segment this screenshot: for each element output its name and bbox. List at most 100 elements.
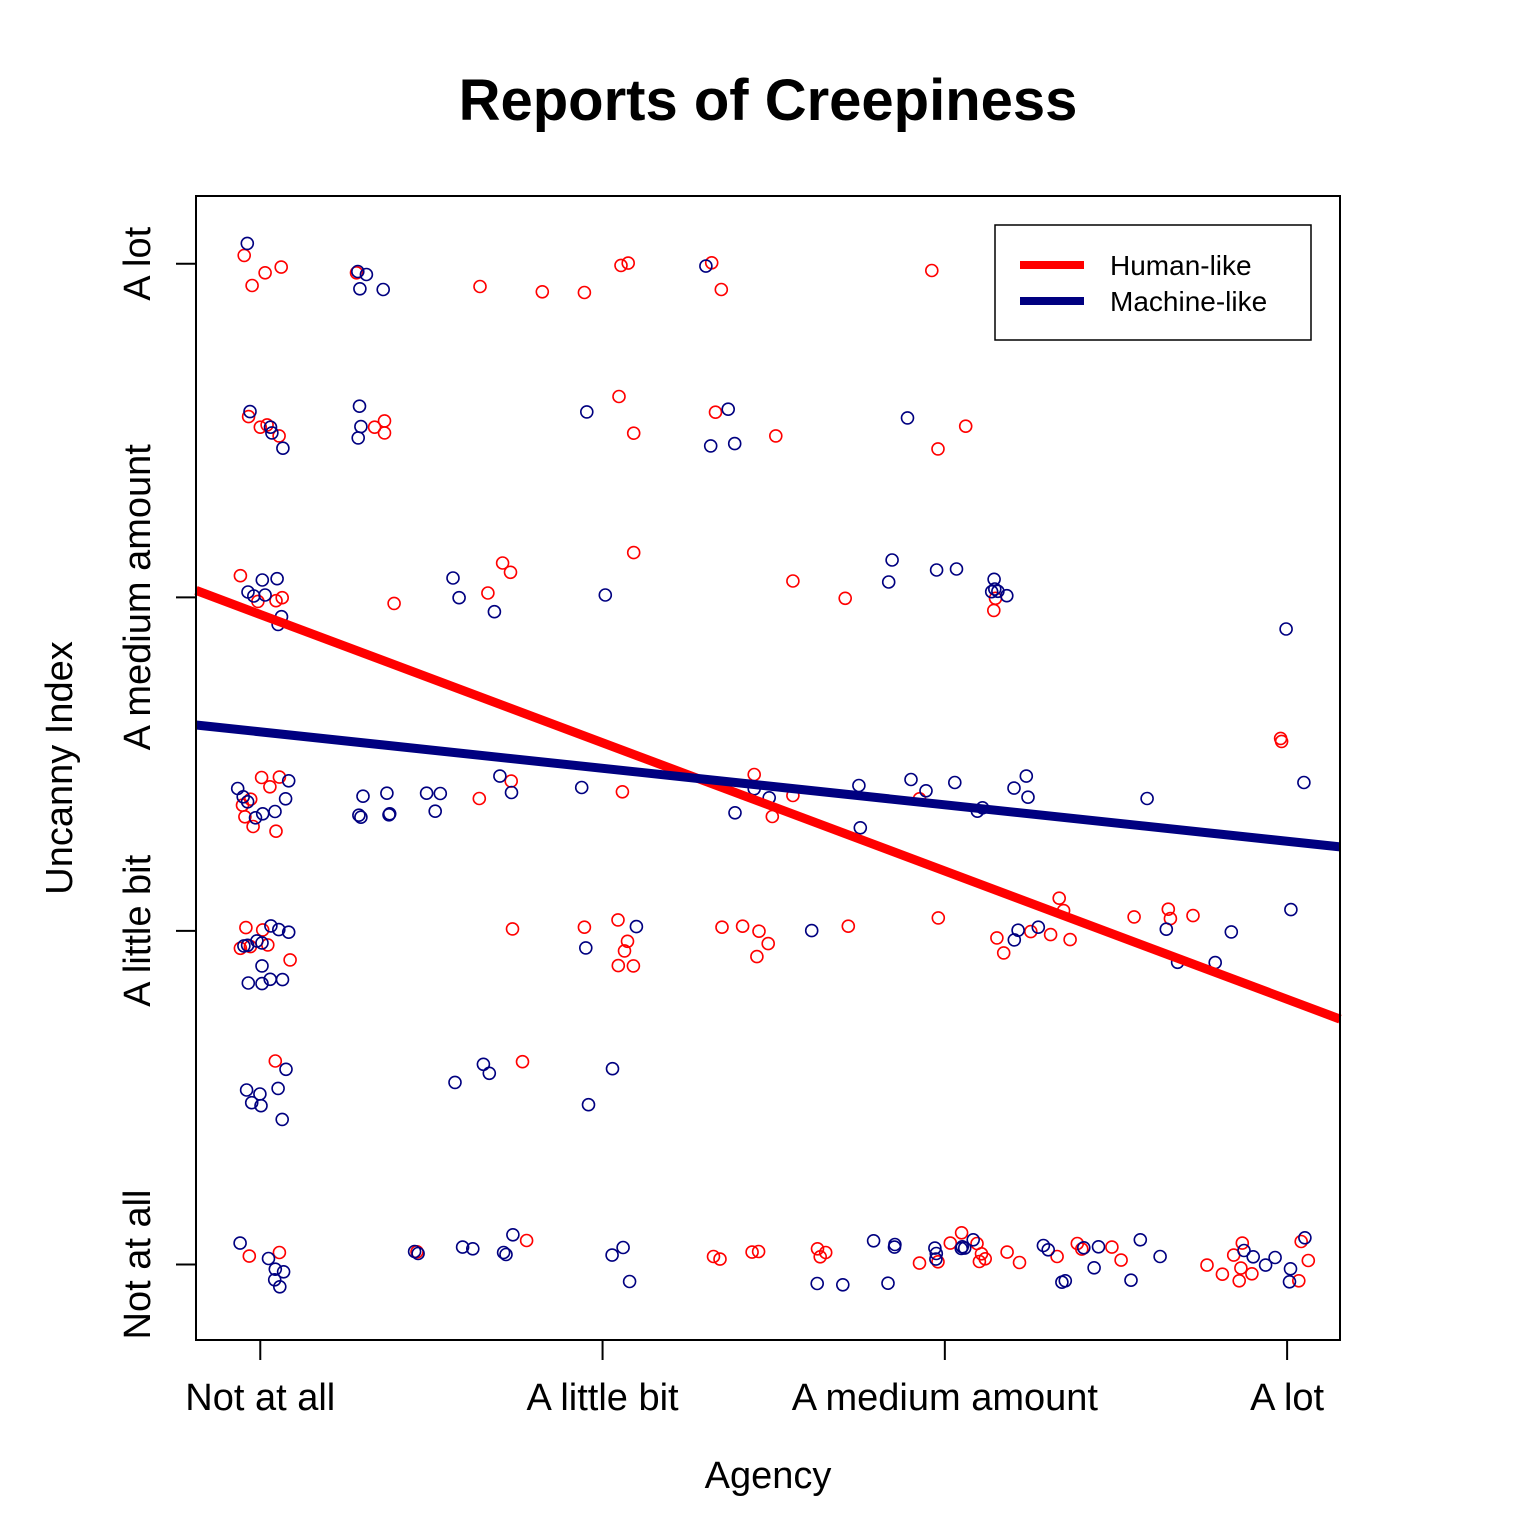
- point-human-like-99: [1024, 924, 1038, 939]
- point-machine-like-23: [240, 794, 255, 809]
- point-human-like-24: [239, 920, 253, 935]
- point-human-like-117: [1232, 1274, 1246, 1288]
- point-machine-like-62: [433, 786, 448, 801]
- point-human-like-53: [611, 958, 626, 973]
- point-human-like-40: [504, 774, 519, 788]
- point-machine-like-12: [255, 573, 270, 587]
- point-machine-like-68: [476, 1057, 491, 1072]
- point-human-like-69: [750, 949, 764, 964]
- legend-box: [994, 224, 1312, 341]
- point-machine-like-49: [268, 1262, 283, 1276]
- point-human-like-101: [1050, 1249, 1064, 1264]
- point-machine-like-24: [248, 810, 263, 825]
- point-machine-like-42: [279, 1062, 293, 1077]
- point-human-like-57: [626, 545, 641, 560]
- point-human-like-9: [233, 568, 248, 583]
- point-machine-like-147: [1258, 1258, 1273, 1272]
- y-tick-label-1: A little bit: [117, 854, 159, 1007]
- point-machine-like-52: [276, 1265, 291, 1279]
- point-human-like-18: [238, 809, 252, 824]
- fit-line-machine-like: [195, 720, 1341, 852]
- legend-label-human-like: Human-like: [1110, 250, 1252, 281]
- point-human-like-75: [810, 1242, 825, 1256]
- point-human-like-3: [274, 260, 289, 274]
- point-machine-like-99: [881, 1276, 895, 1290]
- point-machine-like-48: [261, 1251, 276, 1266]
- point-human-like-38: [495, 556, 510, 570]
- point-human-like-78: [838, 591, 853, 606]
- point-machine-like-82: [605, 1248, 619, 1262]
- point-machine-like-88: [721, 402, 736, 417]
- point-machine-like-146: [1246, 1250, 1260, 1264]
- point-human-like-77: [818, 1245, 833, 1260]
- point-machine-like-8: [265, 426, 279, 440]
- point-human-like-26: [268, 1054, 283, 1068]
- point-machine-like-137: [1124, 1273, 1138, 1287]
- fit-line-human-like: [194, 586, 1342, 1024]
- point-human-like-7: [260, 418, 274, 432]
- point-human-like-70: [752, 924, 766, 939]
- point-human-like-44: [535, 284, 550, 299]
- point-machine-like-13: [258, 588, 272, 602]
- point-machine-like-46: [275, 1112, 290, 1127]
- point-human-like-66: [735, 919, 750, 934]
- point-machine-like-81: [605, 1061, 620, 1076]
- x-tick-label-2: A medium amount: [792, 1377, 1099, 1419]
- point-machine-like-25: [255, 806, 270, 821]
- point-machine-like-89: [727, 436, 742, 451]
- point-human-like-15: [254, 770, 269, 785]
- chart-title: Reports of Creepiness: [459, 68, 1078, 133]
- point-machine-like-54: [376, 282, 391, 297]
- point-machine-like-79: [581, 1097, 596, 1112]
- point-machine-like-133: [1058, 1274, 1073, 1288]
- point-human-like-62: [745, 1245, 759, 1259]
- point-human-like-65: [715, 920, 729, 935]
- point-machine-like-106: [919, 783, 933, 798]
- point-machine-like-37: [255, 976, 269, 991]
- point-machine-like-32: [264, 919, 278, 933]
- x-tick-label-0: Not at all: [185, 1377, 335, 1419]
- point-human-like-33: [387, 596, 401, 611]
- point-machine-like-86: [699, 259, 713, 273]
- point-human-like-106: [1075, 1242, 1089, 1256]
- point-machine-like-151: [1298, 1231, 1312, 1245]
- point-machine-like-102: [885, 553, 899, 567]
- point-human-like-87: [954, 1226, 969, 1240]
- y-axis-title: Uncanny Index: [39, 641, 81, 895]
- point-machine-like-44: [244, 1095, 259, 1110]
- point-machine-like-74: [499, 1247, 513, 1262]
- point-human-like-50: [621, 256, 636, 270]
- point-machine-like-67: [465, 1242, 480, 1256]
- point-machine-like-83: [616, 1240, 630, 1255]
- point-machine-like-0: [240, 236, 255, 251]
- point-machine-like-35: [255, 959, 269, 973]
- point-machine-like-138: [1133, 1233, 1148, 1247]
- point-machine-like-69: [482, 1066, 497, 1081]
- point-human-like-4: [283, 953, 297, 967]
- point-human-like-11: [269, 593, 283, 608]
- point-human-like-28: [272, 1245, 287, 1260]
- point-machine-like-65: [448, 1075, 462, 1090]
- point-human-like-82: [924, 263, 939, 278]
- point-machine-like-128: [1021, 790, 1035, 805]
- y-tick-label-2: A medium amount: [117, 444, 159, 751]
- point-human-like-118: [1234, 1261, 1248, 1275]
- point-machine-like-129: [1031, 920, 1046, 935]
- point-human-like-1: [245, 278, 259, 293]
- point-machine-like-22: [281, 773, 296, 788]
- point-human-like-81: [912, 1256, 927, 1270]
- point-machine-like-103: [888, 1237, 902, 1252]
- point-machine-like-120: [987, 572, 1001, 587]
- point-human-like-2: [258, 265, 272, 280]
- point-human-like-64: [706, 1249, 721, 1264]
- point-human-like-54: [611, 913, 625, 927]
- point-machine-like-64: [446, 571, 460, 585]
- point-human-like-37: [481, 586, 495, 600]
- point-machine-like-70: [487, 604, 502, 619]
- point-machine-like-127: [1019, 769, 1034, 783]
- point-human-like-79: [841, 919, 856, 934]
- point-human-like-21: [233, 941, 248, 956]
- point-human-like-71: [761, 936, 776, 951]
- point-human-like-72: [768, 429, 783, 443]
